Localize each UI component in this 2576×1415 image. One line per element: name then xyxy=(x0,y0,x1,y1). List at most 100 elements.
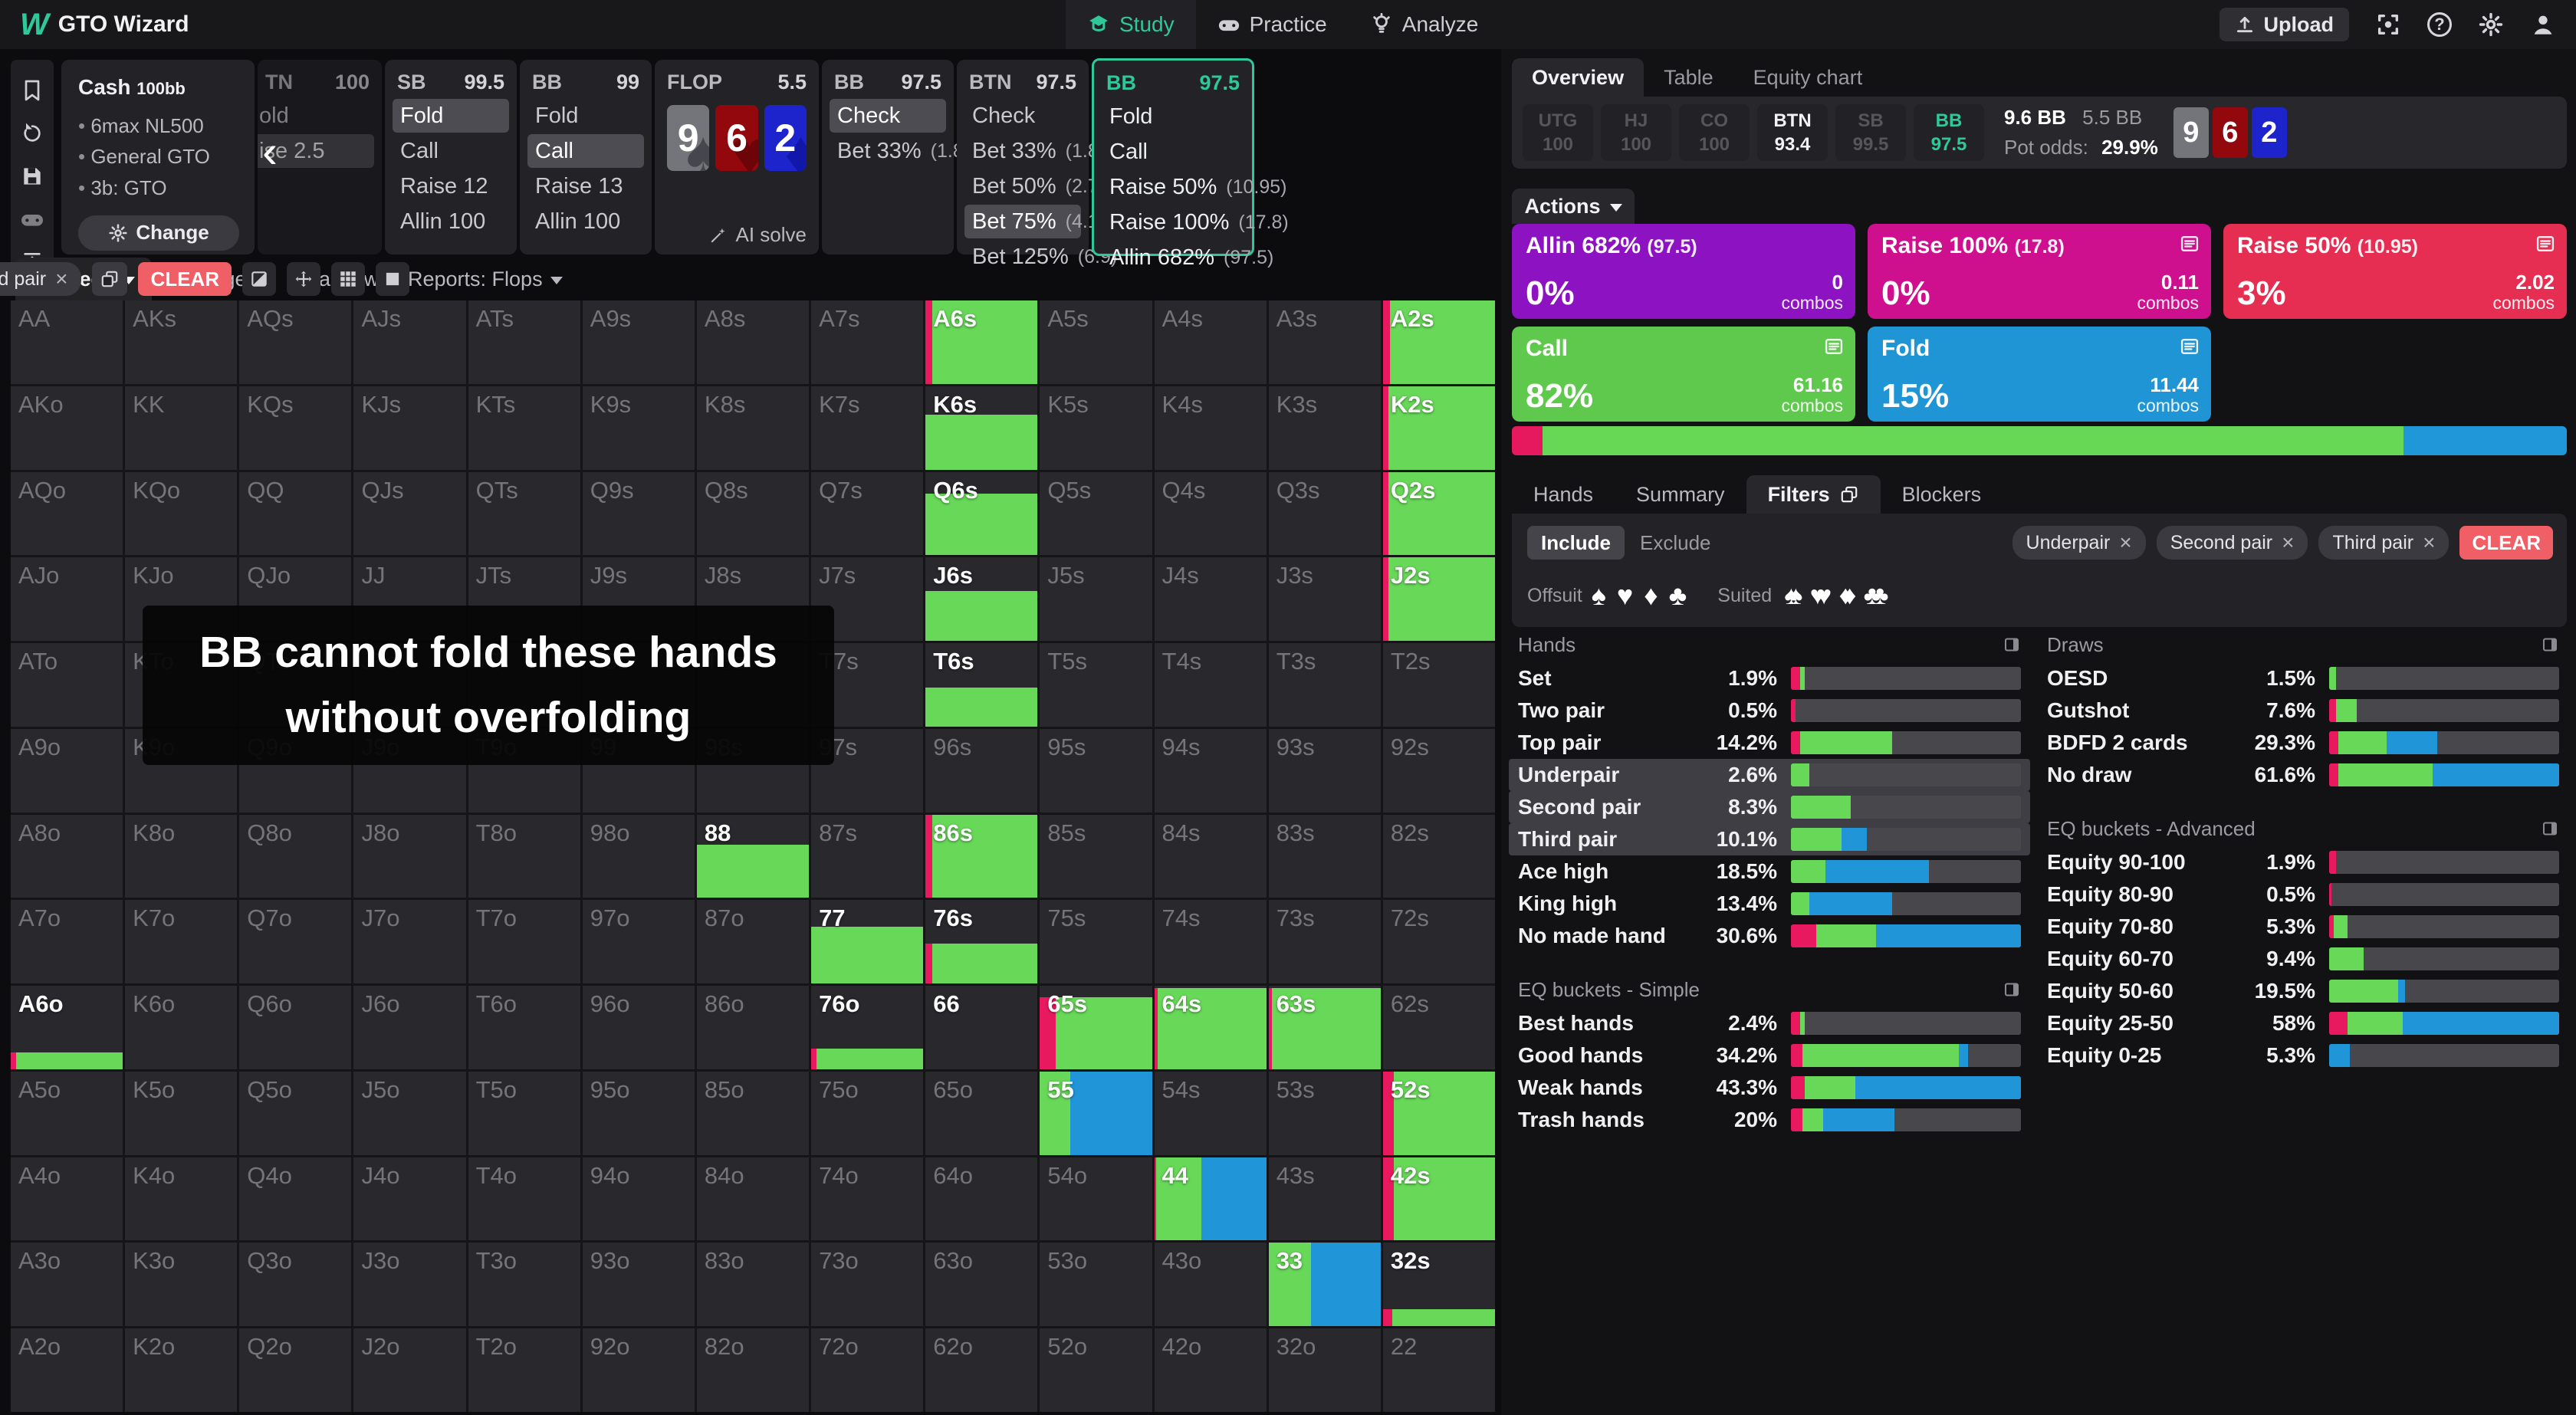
matrix-cell-A4o[interactable]: A4o xyxy=(11,1157,123,1241)
ai-solve-button[interactable]: AI solve xyxy=(708,223,807,247)
position-BTN[interactable]: BTN 93.4 xyxy=(1757,104,1828,161)
matrix-cell-J7o[interactable]: J7o xyxy=(353,900,466,984)
matrix-cell-Q9s[interactable]: Q9s xyxy=(582,471,695,556)
matrix-cell-88[interactable]: 88 xyxy=(696,814,810,898)
matrix-cell-A2s[interactable]: A2s xyxy=(1382,300,1495,384)
matrix-cell-85o[interactable]: 85o xyxy=(696,1071,810,1155)
matrix-cell-AKo[interactable]: AKo xyxy=(11,386,123,470)
matrix-cell-J6o[interactable]: J6o xyxy=(353,986,466,1069)
action-panel-BTN[interactable]: BTN 97.5 Check Bet 33% (1.8) Bet 50% (2.75) Bet… xyxy=(957,60,1117,269)
matrix-cell-T5o[interactable]: T5o xyxy=(468,1071,580,1155)
change-solution-button[interactable]: Change xyxy=(78,215,239,251)
action-row[interactable]: Call xyxy=(400,138,439,163)
matrix-cell-93s[interactable]: 93s xyxy=(1268,728,1381,813)
scroll-left-chevron[interactable]: ‹ xyxy=(262,126,278,177)
action-card-raise-100-[interactable]: Raise 100% (17.8) 0% 0.11 combos xyxy=(1868,224,2211,319)
action-row[interactable]: Raise 12 xyxy=(400,173,488,199)
tab-overview[interactable]: Overview xyxy=(1512,58,1644,97)
matrix-cell-J2s[interactable]: J2s xyxy=(1382,557,1495,642)
matrix-cell-82s[interactable]: 82s xyxy=(1382,814,1495,898)
tab-filters[interactable]: Filters xyxy=(1746,475,1881,514)
action-panel-FLOP[interactable]: FLOP 5.5 9 ♠ 6 ♥ 2 ♦ AI solve xyxy=(655,60,819,254)
action-row[interactable]: Fold xyxy=(1109,103,1153,129)
matrix-cell-65s[interactable]: 65s xyxy=(1040,986,1152,1069)
matrix-cell-K8s[interactable]: K8s xyxy=(696,386,810,470)
combos-list-icon[interactable] xyxy=(2179,336,2200,357)
matrix-cell-76s[interactable]: 76s xyxy=(925,900,1038,984)
matrix-cell-A4s[interactable]: A4s xyxy=(1154,300,1267,384)
stat-row-equity-90-100[interactable]: Equity 90-100 1.9% xyxy=(2047,846,2559,878)
matrix-cell-76o[interactable]: 76o xyxy=(811,986,924,1069)
offsuit-suit-icons[interactable]: ♠ ♥ ♦ ♣ xyxy=(1591,579,1689,611)
combos-list-icon[interactable] xyxy=(2179,233,2200,254)
matrix-cell-T3o[interactable]: T3o xyxy=(468,1243,580,1327)
exclude-toggle[interactable]: Exclude xyxy=(1640,530,1711,554)
matrix-cell-66[interactable]: 66 xyxy=(925,986,1038,1069)
matrix-cell-75s[interactable]: 75s xyxy=(1040,900,1152,984)
action-panel-BB-active[interactable]: BB 97.5 Fold Call Raise 50% (10.95) Raise 100%… xyxy=(1092,58,1289,270)
close-icon[interactable]: × xyxy=(2119,530,2132,554)
matrix-cell-54o[interactable]: 54o xyxy=(1040,1157,1152,1241)
tab-summary[interactable]: Summary xyxy=(1636,482,1725,506)
matrix-cell-K5s[interactable]: K5s xyxy=(1040,386,1152,470)
close-icon[interactable]: × xyxy=(55,267,68,291)
combos-list-icon[interactable] xyxy=(1823,336,1845,357)
matrix-cell-T3s[interactable]: T3s xyxy=(1268,643,1381,727)
action-card-raise-50-[interactable]: Raise 50% (10.95) 3% 2.02 combos xyxy=(2223,224,2567,319)
matrix-cell-K3s[interactable]: K3s xyxy=(1268,386,1381,470)
tab-blockers[interactable]: Blockers xyxy=(1901,482,1982,506)
stat-row-top-pair[interactable]: Top pair 14.2% xyxy=(1518,727,2021,759)
position-CO[interactable]: CO 100 xyxy=(1679,104,1750,161)
stat-row-equity-25-50[interactable]: Equity 25-50 58% xyxy=(2047,1007,2559,1039)
matrix-cell-74s[interactable]: 74s xyxy=(1154,900,1267,984)
matrix-cell-63s[interactable]: 63s xyxy=(1268,986,1381,1069)
upload-button[interactable]: Upload xyxy=(2219,8,2349,41)
action-row[interactable]: Call xyxy=(1109,139,1148,164)
matrix-cell-J4o[interactable]: J4o xyxy=(353,1157,466,1241)
matrix-cell-42o[interactable]: 42o xyxy=(1154,1328,1267,1412)
action-panel-BB[interactable]: BB 97.5 Check Bet 33% (1.8) xyxy=(822,60,971,254)
matrix-cell-42s[interactable]: 42s xyxy=(1382,1157,1495,1241)
action-row[interactable]: Bet 33% (1.8) xyxy=(837,138,971,163)
matrix-cell-73o[interactable]: 73o xyxy=(811,1243,924,1327)
nav-study[interactable]: Study xyxy=(1066,0,1196,49)
matrix-cell-A5o[interactable]: A5o xyxy=(11,1071,123,1155)
matrix-cell-Q7o[interactable]: Q7o xyxy=(239,900,352,984)
stat-row-equity-80-90[interactable]: Equity 80-90 0.5% xyxy=(2047,878,2559,911)
action-row[interactable]: Bet 50% (2.75) xyxy=(972,173,1116,199)
save-icon[interactable] xyxy=(20,164,44,189)
matrix-cell-J5s[interactable]: J5s xyxy=(1040,557,1152,642)
matrix-cell-83s[interactable]: 83s xyxy=(1268,814,1381,898)
stat-row-underpair[interactable]: Underpair 2.6% xyxy=(1509,759,2030,791)
matrix-cell-T4o[interactable]: T4o xyxy=(468,1157,580,1241)
matrix-cell-A5s[interactable]: A5s xyxy=(1040,300,1152,384)
matrix-cell-Q6o[interactable]: Q6o xyxy=(239,986,352,1069)
matrix-cell-86o[interactable]: 86o xyxy=(696,986,810,1069)
matrix-cell-AQo[interactable]: AQo xyxy=(11,471,123,556)
contrast-icon[interactable] xyxy=(242,262,276,296)
matrix-cell-J3o[interactable]: J3o xyxy=(353,1243,466,1327)
solid-square-icon[interactable] xyxy=(376,262,409,296)
action-panel-clipped[interactable]: TN 100 old ise 2.5 xyxy=(258,60,382,254)
matrix-cell-KK[interactable]: KK xyxy=(125,386,238,470)
stat-row-good-hands[interactable]: Good hands 34.2% xyxy=(1518,1039,2021,1072)
stat-row-two-pair[interactable]: Two pair 0.5% xyxy=(1518,694,2021,727)
stat-row-third-pair[interactable]: Third pair 10.1% xyxy=(1509,823,2030,855)
action-card-call[interactable]: Call 82% 61.16 combos xyxy=(1512,327,1855,422)
filter-chip-third-pair[interactable]: Third pair× xyxy=(2318,526,2450,560)
close-icon[interactable]: × xyxy=(2282,530,2295,554)
account-icon[interactable] xyxy=(2530,11,2556,38)
stat-row-no-draw[interactable]: No draw 61.6% xyxy=(2047,759,2559,791)
filter-chip-third-pair[interactable]: Third pair× xyxy=(0,262,82,296)
action-card-allin-682-[interactable]: Allin 682% (97.5) 0% 0 combos xyxy=(1512,224,1855,319)
matrix-cell-T4s[interactable]: T4s xyxy=(1154,643,1267,727)
matrix-cell-A9s[interactable]: A9s xyxy=(582,300,695,384)
matrix-cell-Q4o[interactable]: Q4o xyxy=(239,1157,352,1241)
matrix-cell-33[interactable]: 33 xyxy=(1268,1243,1381,1327)
matrix-cell-83o[interactable]: 83o xyxy=(696,1243,810,1327)
tab-table[interactable]: Table xyxy=(1664,65,1714,89)
action-row[interactable]: Raise 13 xyxy=(535,173,623,199)
nav-practice[interactable]: Practice xyxy=(1196,0,1349,49)
action-row[interactable]: Bet 33% (1.8) xyxy=(972,138,1106,163)
matrix-cell-A3o[interactable]: A3o xyxy=(11,1243,123,1327)
